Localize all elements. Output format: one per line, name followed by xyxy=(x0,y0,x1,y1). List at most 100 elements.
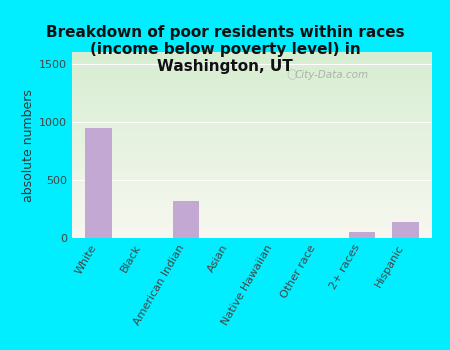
Bar xyxy=(72,168,432,169)
Bar xyxy=(349,232,375,238)
Bar xyxy=(72,103,432,104)
Bar xyxy=(72,99,432,101)
Bar xyxy=(173,201,199,238)
Bar xyxy=(72,212,432,214)
Bar xyxy=(72,116,432,117)
Bar xyxy=(72,175,432,177)
Bar xyxy=(72,182,432,184)
Bar xyxy=(85,128,112,238)
Bar xyxy=(72,216,432,218)
Bar xyxy=(72,101,432,103)
Bar xyxy=(72,151,432,153)
Bar xyxy=(72,147,432,149)
Bar xyxy=(72,127,432,128)
Bar xyxy=(72,112,432,114)
Bar xyxy=(72,218,432,219)
Bar xyxy=(72,162,432,164)
Bar xyxy=(72,119,432,121)
Text: ○: ○ xyxy=(286,68,297,81)
Bar xyxy=(72,106,432,108)
Bar xyxy=(72,201,432,203)
Text: City-Data.com: City-Data.com xyxy=(294,70,368,80)
Bar xyxy=(72,128,432,131)
Bar xyxy=(72,190,432,192)
Bar xyxy=(72,144,432,145)
Bar xyxy=(72,203,432,205)
Bar xyxy=(72,219,432,221)
Bar xyxy=(392,222,419,238)
Bar xyxy=(72,56,432,58)
Bar xyxy=(72,90,432,91)
Bar xyxy=(72,77,432,78)
Bar xyxy=(72,166,432,168)
Bar xyxy=(72,186,432,188)
Bar xyxy=(72,97,432,99)
Bar xyxy=(72,125,432,127)
Bar xyxy=(72,221,432,223)
Bar xyxy=(72,60,432,62)
Bar xyxy=(72,205,432,206)
Bar xyxy=(72,229,432,231)
Bar xyxy=(72,131,432,132)
Bar xyxy=(72,145,432,147)
Bar xyxy=(72,117,432,119)
Bar xyxy=(72,138,432,140)
Bar xyxy=(72,236,432,238)
Bar xyxy=(72,178,432,181)
Bar xyxy=(72,69,432,71)
Bar xyxy=(72,197,432,199)
Bar xyxy=(72,84,432,86)
Bar xyxy=(72,140,432,141)
Text: Breakdown of poor residents within races
(income below poverty level) in
Washing: Breakdown of poor residents within races… xyxy=(46,25,404,74)
Bar xyxy=(72,158,432,160)
Bar xyxy=(72,214,432,216)
Bar xyxy=(72,136,432,138)
Bar xyxy=(72,153,432,154)
Bar xyxy=(72,155,432,156)
Bar xyxy=(72,52,432,54)
Bar xyxy=(72,65,432,67)
Bar xyxy=(72,208,432,210)
Bar xyxy=(72,121,432,123)
Bar xyxy=(72,93,432,95)
Bar xyxy=(72,149,432,151)
Bar xyxy=(72,234,432,236)
Bar xyxy=(72,227,432,229)
Bar xyxy=(72,108,432,110)
Bar xyxy=(72,188,432,190)
Bar xyxy=(72,58,432,60)
Bar xyxy=(72,192,432,194)
Bar xyxy=(72,86,432,88)
Bar xyxy=(72,104,432,106)
Bar xyxy=(72,80,432,82)
Bar xyxy=(72,184,432,186)
Bar xyxy=(72,141,432,144)
Bar xyxy=(72,62,432,64)
Bar xyxy=(72,132,432,134)
Bar xyxy=(72,160,432,162)
Bar xyxy=(72,82,432,84)
Bar xyxy=(72,171,432,173)
Y-axis label: absolute numbers: absolute numbers xyxy=(22,89,35,202)
Bar xyxy=(72,64,432,65)
Bar xyxy=(72,91,432,93)
Bar xyxy=(72,169,432,171)
Bar xyxy=(72,164,432,166)
Bar xyxy=(72,199,432,201)
Bar xyxy=(72,71,432,73)
Bar xyxy=(72,156,432,158)
Bar xyxy=(72,194,432,195)
Bar xyxy=(72,78,432,80)
Bar xyxy=(72,195,432,197)
Bar xyxy=(72,181,432,182)
Bar xyxy=(72,223,432,225)
Bar xyxy=(72,67,432,69)
Bar xyxy=(72,210,432,212)
Bar xyxy=(72,54,432,56)
Bar xyxy=(72,231,432,232)
Bar xyxy=(72,75,432,77)
Bar xyxy=(72,232,432,234)
Bar xyxy=(72,110,432,112)
Bar xyxy=(72,134,432,136)
Bar xyxy=(72,173,432,175)
